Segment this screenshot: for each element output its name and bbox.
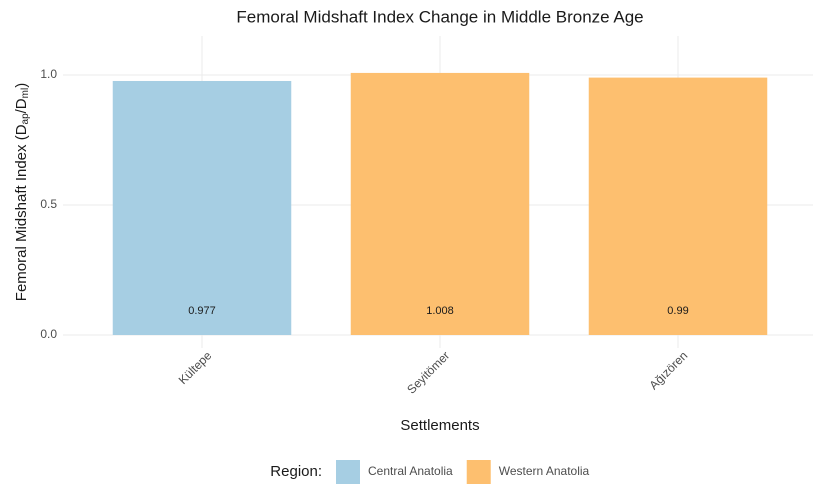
y-axis-title-part: Femoral Midshaft Index (D xyxy=(13,124,30,301)
y-axis-title-subscript: ml xyxy=(20,88,31,99)
x-tick-label: Kültepe xyxy=(176,348,215,387)
y-axis-title-subscript: ap xyxy=(20,113,31,125)
bar xyxy=(350,72,530,336)
bar xyxy=(588,77,768,335)
x-tick-label: Seyitömer xyxy=(404,348,452,396)
legend-swatch xyxy=(336,460,360,484)
bar xyxy=(112,80,292,335)
chart-title: Femoral Midshaft Index Change in Middle … xyxy=(236,7,643,26)
data-label: 0.977 xyxy=(188,305,216,317)
y-axis-title: Femoral Midshaft Index (Dap/Dml) xyxy=(13,83,31,301)
y-axis-title-part: /D xyxy=(13,98,30,113)
legend-label: Central Anatolia xyxy=(368,464,453,478)
y-tick-label: 0.5 xyxy=(40,197,57,211)
data-label: 0.99 xyxy=(667,305,688,317)
legend-label: Western Anatolia xyxy=(499,464,590,478)
legend-title: Region: xyxy=(270,463,322,480)
x-tick-label: Ağızören xyxy=(647,348,691,392)
legend-swatch xyxy=(466,460,491,484)
y-tick-label: 0.0 xyxy=(40,327,57,341)
x-axis-title: Settlements xyxy=(400,417,479,434)
y-axis-title-part: ) xyxy=(13,83,30,88)
y-tick-label: 1.0 xyxy=(40,67,57,81)
data-label: 1.008 xyxy=(426,305,454,317)
